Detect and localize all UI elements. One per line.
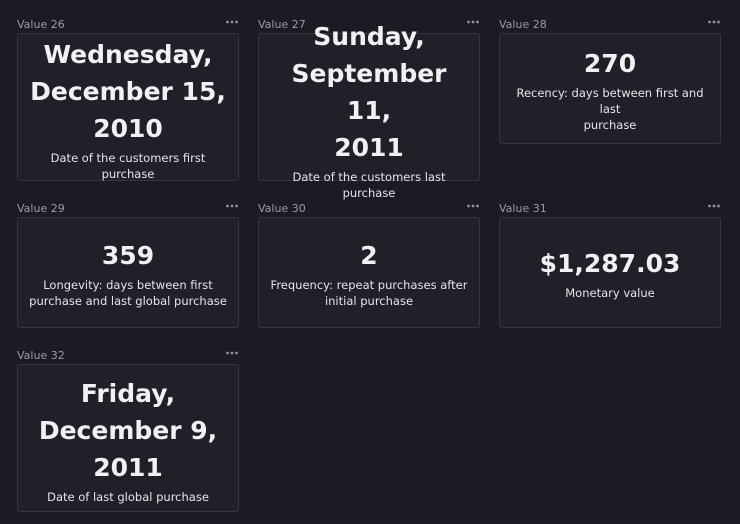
value-caption: Recency: days between first and last pur… — [508, 85, 712, 133]
value-line: December 15, — [30, 73, 226, 110]
tile-title: Value 29 — [17, 202, 65, 215]
value-tile-26: Value 26 Wednesday, December 15, 2010 Da… — [17, 14, 239, 181]
value-caption: Date of last global purchase — [47, 489, 209, 505]
more-horizontal-icon[interactable] — [707, 17, 721, 27]
value-line: Sunday, — [267, 18, 471, 55]
value-caption: Date of the customers first purchase — [26, 150, 230, 182]
caption-line: purchase and last global purchase — [29, 293, 227, 309]
caption-line: purchase — [508, 117, 712, 133]
value-tile-29: Value 29 359 Longevity: days between fir… — [17, 198, 239, 328]
value-tile-30: Value 30 2 Frequency: repeat purchases a… — [258, 198, 480, 328]
tile-title: Value 32 — [17, 349, 65, 362]
value-tile-32: Value 32 Friday, December 9, 2011 Date o… — [17, 345, 239, 512]
value-line: Friday, — [39, 375, 217, 412]
value-line: 2011 — [39, 449, 217, 486]
value-tile-27: Value 27 Sunday, September 11, 2011 Date… — [258, 14, 480, 181]
value-card: $1,287.03 Monetary value — [499, 217, 721, 328]
big-value: $1,287.03 — [540, 245, 681, 282]
value-caption: Monetary value — [565, 285, 654, 301]
tile-title: Value 28 — [499, 18, 547, 31]
more-horizontal-icon[interactable] — [225, 17, 239, 27]
tile-title: Value 26 — [17, 18, 65, 31]
value-line: Wednesday, — [30, 36, 226, 73]
value-line: December 9, — [39, 412, 217, 449]
tile-header: Value 29 — [17, 198, 239, 218]
more-horizontal-icon[interactable] — [466, 201, 480, 211]
tile-header: Value 30 — [258, 198, 480, 218]
big-value: 359 — [102, 237, 154, 274]
more-horizontal-icon[interactable] — [225, 348, 239, 358]
value-card: Wednesday, December 15, 2010 Date of the… — [17, 33, 239, 181]
big-value: Sunday, September 11, 2011 — [267, 18, 471, 166]
tile-title: Value 30 — [258, 202, 306, 215]
value-card: Friday, December 9, 2011 Date of last gl… — [17, 364, 239, 512]
big-value: Wednesday, December 15, 2010 — [30, 36, 226, 147]
more-horizontal-icon[interactable] — [225, 201, 239, 211]
value-line: 2010 — [30, 110, 226, 147]
tile-header: Value 32 — [17, 345, 239, 365]
caption-line: Longevity: days between first — [29, 277, 227, 293]
caption-line: initial purchase — [271, 293, 468, 309]
big-value: Friday, December 9, 2011 — [39, 375, 217, 486]
caption-line: Recency: days between first and last — [508, 85, 712, 117]
tile-header: Value 31 — [499, 198, 721, 218]
caption-line: Frequency: repeat purchases after — [271, 277, 468, 293]
value-tile-28: Value 28 270 Recency: days between first… — [499, 14, 721, 144]
value-caption: Date of the customers last purchase — [267, 169, 471, 201]
tile-header: Value 28 — [499, 14, 721, 34]
value-line: 2011 — [267, 129, 471, 166]
value-caption: Frequency: repeat purchases after initia… — [271, 277, 468, 309]
tile-title: Value 31 — [499, 202, 547, 215]
more-horizontal-icon[interactable] — [707, 201, 721, 211]
value-card: 270 Recency: days between first and last… — [499, 33, 721, 144]
value-card: 359 Longevity: days between first purcha… — [17, 217, 239, 328]
value-card: 2 Frequency: repeat purchases after init… — [258, 217, 480, 328]
value-tile-31: Value 31 $1,287.03 Monetary value — [499, 198, 721, 328]
big-value: 2 — [360, 237, 377, 274]
value-caption: Longevity: days between first purchase a… — [29, 277, 227, 309]
value-line: September 11, — [267, 55, 471, 129]
big-value: 270 — [584, 45, 636, 82]
value-card: Sunday, September 11, 2011 Date of the c… — [258, 33, 480, 181]
tile-header: Value 26 — [17, 14, 239, 34]
